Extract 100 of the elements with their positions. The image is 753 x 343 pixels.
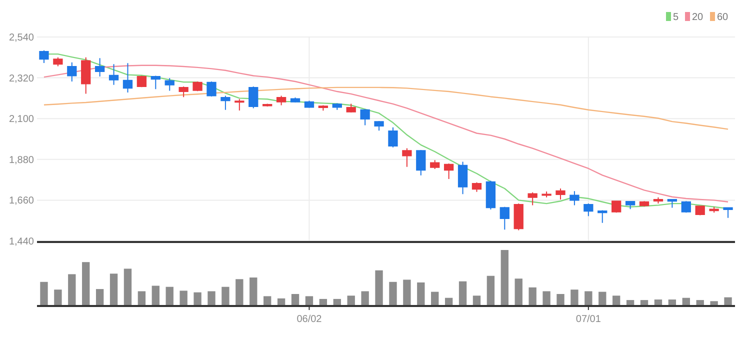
bar [528,287,536,305]
candlestick [472,182,482,192]
legend-label: 20 [692,12,704,23]
candlestick [416,149,426,176]
candlestick [108,64,119,86]
y-tick-label: 1,660 [8,196,34,207]
bar [710,301,718,305]
candlestick [290,96,300,103]
candlestick [430,160,440,170]
y-tick-label: 2,100 [8,114,34,126]
bar [166,286,174,305]
candlestick [528,192,538,206]
bar [682,298,690,305]
candlestick [234,98,244,111]
bar [305,296,314,305]
bar [403,280,411,305]
bar [570,290,578,305]
candlestick [556,188,566,200]
candlestick [402,148,412,168]
candlestick [723,206,733,218]
candlestick [164,78,174,92]
candlestick [444,162,454,180]
bar [110,274,118,305]
candlestick [276,95,286,106]
bar [222,286,230,305]
bar [375,270,383,305]
candlestick [39,50,49,64]
candlestick [639,200,650,208]
bar [542,291,550,305]
candlestick [667,198,678,208]
legend-label: 60 [717,12,729,23]
bar [40,282,48,305]
candlestick [709,206,719,214]
candlestick [570,190,580,206]
bar [458,281,467,305]
candlestick [346,103,356,113]
bar [264,296,272,305]
candlestick [81,56,91,94]
bar [96,289,104,305]
x-tick-label: 07/01 [576,314,602,325]
line-series [43,86,729,130]
candlestick [584,203,594,217]
bar [556,294,564,305]
bar [486,276,495,305]
candlestick [653,196,664,204]
candlestick [542,190,552,198]
y-tick-label: 2,320 [8,73,34,84]
bar [194,292,202,305]
bar [250,278,258,305]
candlestick [304,100,314,108]
bar [389,282,397,305]
bar [612,296,620,305]
candlestick [248,86,258,109]
bar [138,291,146,305]
candlestick [67,62,77,82]
bar [54,290,62,305]
candlestick [318,104,328,112]
candlestick [206,81,216,98]
bar [236,279,244,305]
bar [333,298,341,305]
candlestick [598,210,608,224]
bar [277,298,286,305]
candlestick [262,103,272,108]
bar [696,300,704,305]
bar [640,300,648,305]
candlestick [192,81,202,92]
x-tick-label: 06/02 [296,314,322,325]
candlestick [612,200,622,214]
bar [347,296,355,305]
candlestick [53,56,63,67]
candlestick [94,58,105,77]
bar [500,250,508,305]
bar [417,282,425,305]
candlestick [486,180,496,210]
candlestick [681,200,691,214]
bar [124,268,132,305]
bar [598,292,606,305]
bar [431,292,439,305]
y-tick-label: 2,540 [8,32,34,44]
bar [319,298,328,305]
bar [668,300,676,305]
candlestick [136,75,147,88]
candlestick [150,75,160,90]
candlestick [458,161,468,195]
y-tick-label: 1,440 [8,236,34,248]
candlestick [625,200,636,210]
candlestick [500,206,510,230]
candlestick [220,95,230,110]
candlestick [388,126,398,148]
legend-label: 5 [673,12,679,23]
bar [584,291,592,305]
candlestick [332,102,342,110]
bar [82,262,90,305]
bar [724,297,732,305]
y-tick-label: 1,880 [8,154,34,166]
bar [152,286,160,305]
bar [68,274,76,305]
candlestick [360,108,370,126]
candlestick [374,120,384,132]
bar [208,291,216,305]
